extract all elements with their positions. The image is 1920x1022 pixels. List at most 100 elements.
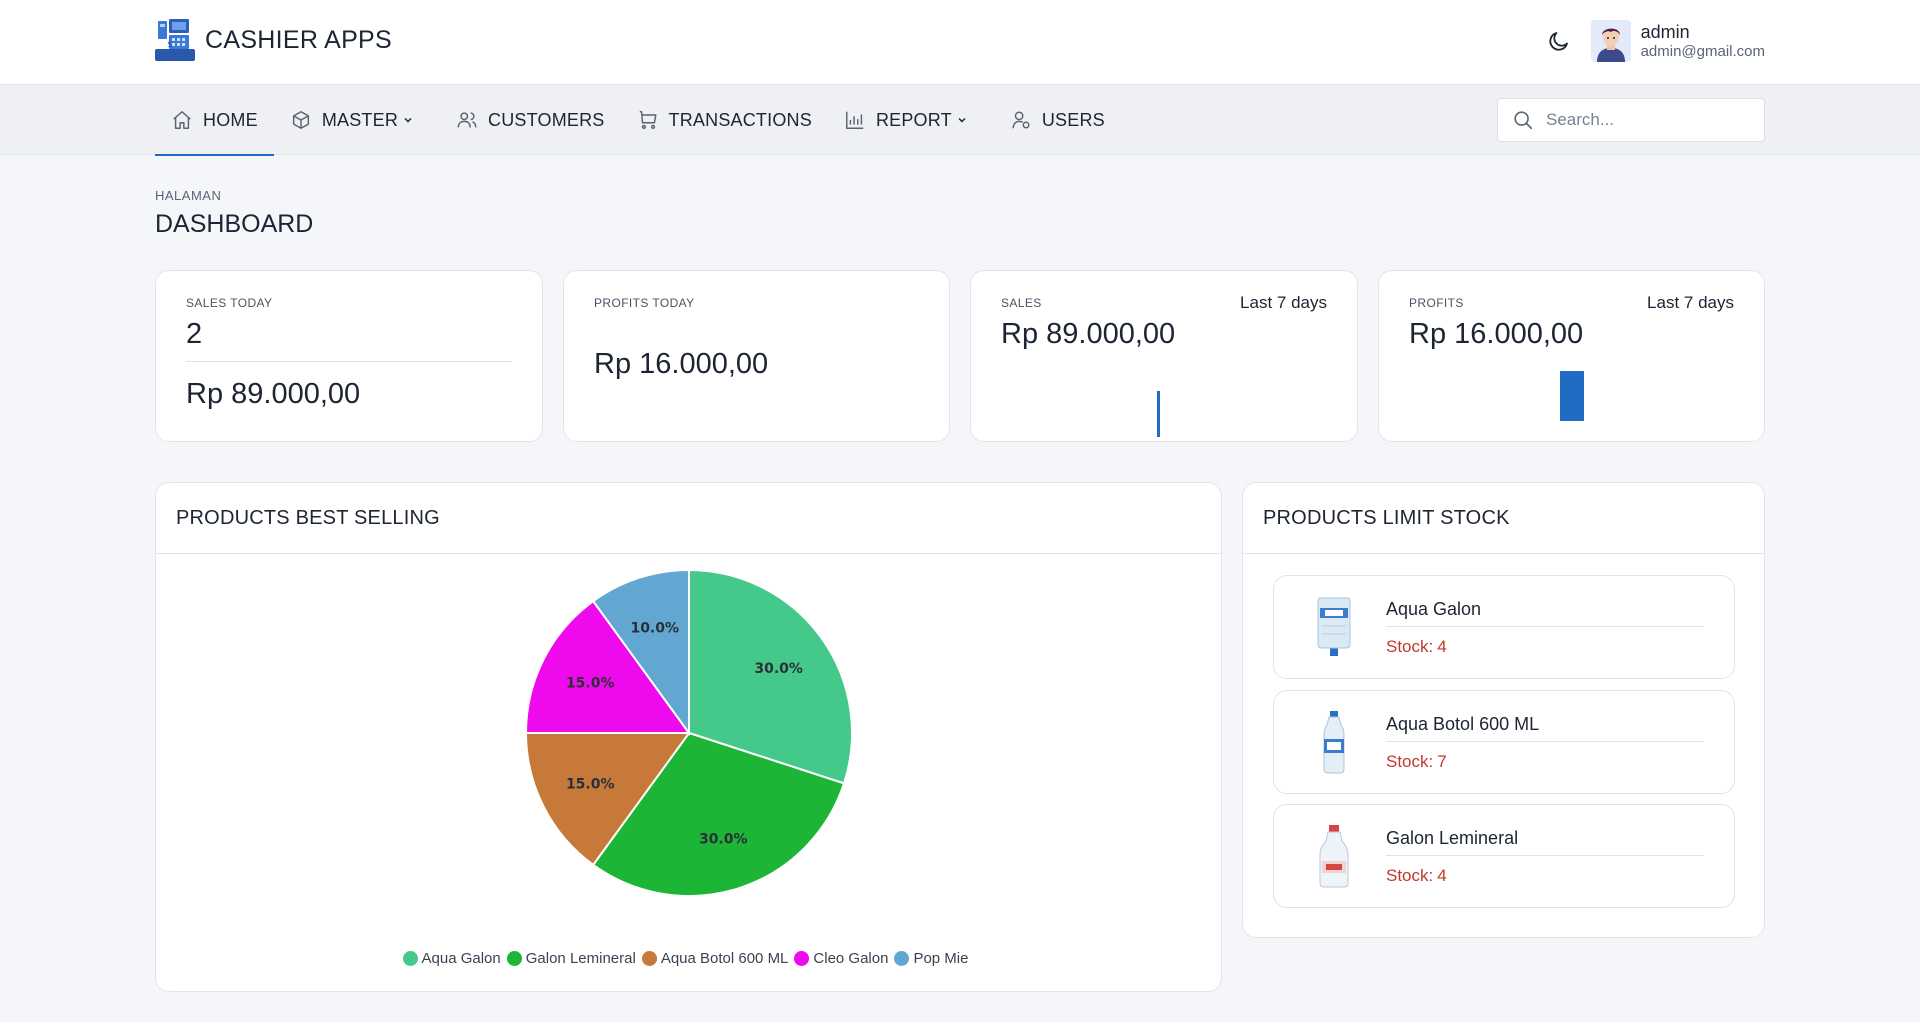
stock-item[interactable]: Galon Lemineral Stock: 4 [1273,804,1735,908]
stock-value: 4 [1437,637,1447,656]
pie-slice[interactable] [524,599,691,734]
pie-slice[interactable] [591,731,846,897]
user-email: admin@gmail.com [1640,42,1765,60]
profits-week-range[interactable]: Last 7 days [1647,293,1734,312]
legend-swatch [894,951,910,966]
nav-item-report[interactable]: REPORT [828,85,994,155]
nav-item-home[interactable]: HOME [155,85,274,156]
main-navbar: HOME MASTER CUSTOMERS TRANSACTIONS REPOR… [0,85,1920,156]
stock-prefix: Stock: [1386,866,1434,885]
sales-week-amount: Rp 89.000,00 [1001,318,1176,350]
user-info[interactable]: admin admin@gmail.com [1641,22,1765,61]
search-icon [1514,111,1533,130]
stock-item-name: Aqua Botol 600 ML [1386,714,1540,734]
chart-icon [845,111,864,129]
pie-data-label: 30.0% [754,661,803,677]
user-name: admin [1640,21,1690,42]
stock-item[interactable]: Aqua Botol 600 ML Stock: 7 [1273,690,1735,794]
pie-slice[interactable] [591,568,690,737]
limit-stock-title: PRODUCTS LIMIT STOCK [1243,483,1764,554]
pie-slice[interactable] [688,568,853,785]
sales-week-range[interactable]: Last 7 days [1240,293,1327,312]
stock-item-name: Galon Lemineral [1386,828,1519,848]
divider [1386,626,1704,627]
users-icon [457,112,477,128]
legend-swatch [794,951,810,966]
nav-label-master: MASTER [321,109,399,130]
nav-item-master[interactable]: MASTER [274,85,440,155]
legend-swatch [506,951,522,966]
brand[interactable]: $ CASHIER APPS [155,18,392,62]
nav-label-home: HOME [203,109,258,130]
legend-item[interactable]: Galon Lemineral [506,950,636,967]
search-box[interactable] [1497,98,1765,142]
profits-week-label: PROFITS [1409,296,1464,310]
nav-label-users: USERS [1041,109,1105,130]
chart-legend: Aqua Galon Galon Lemineral Aqua Botol 600 … [156,950,1221,967]
user-icon [1012,111,1030,129]
page-title: DASHBOARD [155,210,314,238]
legend-label: Aqua Botol 600 ML [660,950,789,967]
card-products-limit-stock: PRODUCTS LIMIT STOCK Aqua Galon Stock: 4 … [1242,482,1765,938]
stock-item-qty: Stock: 7 [1386,752,1447,772]
stock-prefix: Stock: [1386,637,1434,656]
chevron-down-icon [958,117,966,123]
legend-item[interactable]: Aqua Botol 600 ML [641,950,789,967]
mineral-bottle-icon [1319,825,1349,888]
stock-item-name: Aqua Galon [1386,599,1482,619]
header-actions: admin admin@gmail.com [1545,20,1765,62]
legend-label: Cleo Galon [813,950,889,967]
legend-item[interactable]: Pop Mie [894,950,968,967]
stock-item[interactable]: Aqua Galon Stock: 4 [1273,575,1735,679]
pie-chart: 30.0% 30.0% 15.0% 15.0% 10.0% [524,568,853,897]
search-input[interactable] [1546,110,1746,130]
cart-icon [639,111,657,129]
legend-item[interactable]: Cleo Galon [794,950,888,967]
moon-icon[interactable] [1545,27,1573,55]
legend-label: Pop Mie [913,950,969,967]
card-sales-today: SALES TODAY 2 Rp 89.000,00 [155,270,543,442]
sales-week-label: SALES [1001,296,1042,310]
legend-label: Galon Lemineral [525,950,636,967]
stock-item-qty: Stock: 4 [1386,866,1447,886]
top-header: $ CASHIER APPS admin admin@gmail.com [0,0,1920,85]
sales-sparkline [1157,391,1160,437]
legend-label: Aqua Galon [421,950,501,967]
card-sales-week: SALES Last 7 days Rp 89.000,00 [970,270,1358,442]
legend-swatch [641,951,657,966]
nav-label-transactions: TRANSACTIONS [668,109,812,130]
app-name: CASHIER APPS [205,25,392,54]
box-icon [292,111,309,129]
profits-week-amount: Rp 16.000,00 [1409,318,1584,350]
nav-label-customers: CUSTOMERS [488,109,605,130]
nav-label-report: REPORT [875,109,952,130]
card-profits-week: PROFITS Last 7 days Rp 16.000,00 [1378,270,1765,442]
profits-sparkbar [1560,371,1584,421]
page-pretitle: HALAMAN [155,188,222,203]
water-gallon-icon [1317,597,1351,656]
profits-today-label: PROFITS TODAY [594,296,695,310]
pie-data-label: 30.0% [699,831,748,847]
pie-data-label: 15.0% [566,776,615,792]
profits-today-amount: Rp 16.000,00 [594,348,769,380]
pie-data-label: 15.0% [566,676,615,692]
legend-swatch [402,951,418,966]
nav-item-transactions[interactable]: TRANSACTIONS [621,85,828,155]
pie-data-label: 10.0% [630,621,679,637]
sales-today-amount: Rp 89.000,00 [186,378,361,410]
svg-text:$: $ [167,40,173,50]
divider [186,361,512,362]
avatar[interactable] [1590,20,1631,62]
pie-slice[interactable] [524,732,691,867]
sales-today-count: 2 [186,318,203,350]
cash-register-icon: $ [155,19,195,61]
divider [1386,855,1704,856]
chevron-down-icon [404,117,412,123]
stock-value: 7 [1437,752,1447,771]
nav-item-users[interactable]: USERS [994,85,1121,155]
water-bottle-icon [1323,711,1345,774]
nav-item-customers[interactable]: CUSTOMERS [440,85,620,155]
stock-item-qty: Stock: 4 [1386,637,1447,657]
stock-value: 4 [1437,866,1447,885]
legend-item[interactable]: Aqua Galon [402,950,501,967]
